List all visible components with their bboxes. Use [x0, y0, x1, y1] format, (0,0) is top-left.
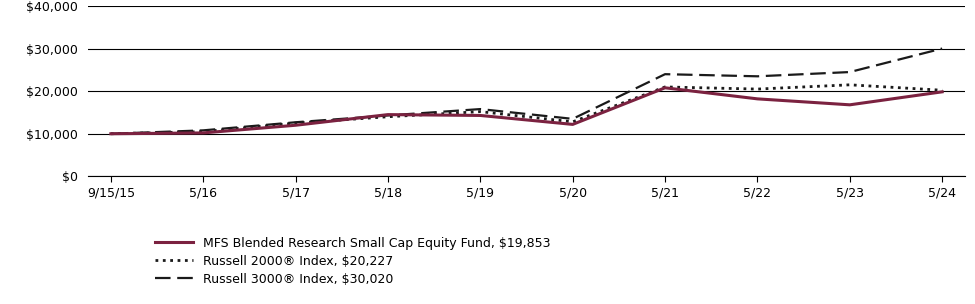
Legend: MFS Blended Research Small Cap Equity Fund, $19,853, Russell 2000® Index, $20,22: MFS Blended Research Small Cap Equity Fu…: [155, 237, 551, 286]
